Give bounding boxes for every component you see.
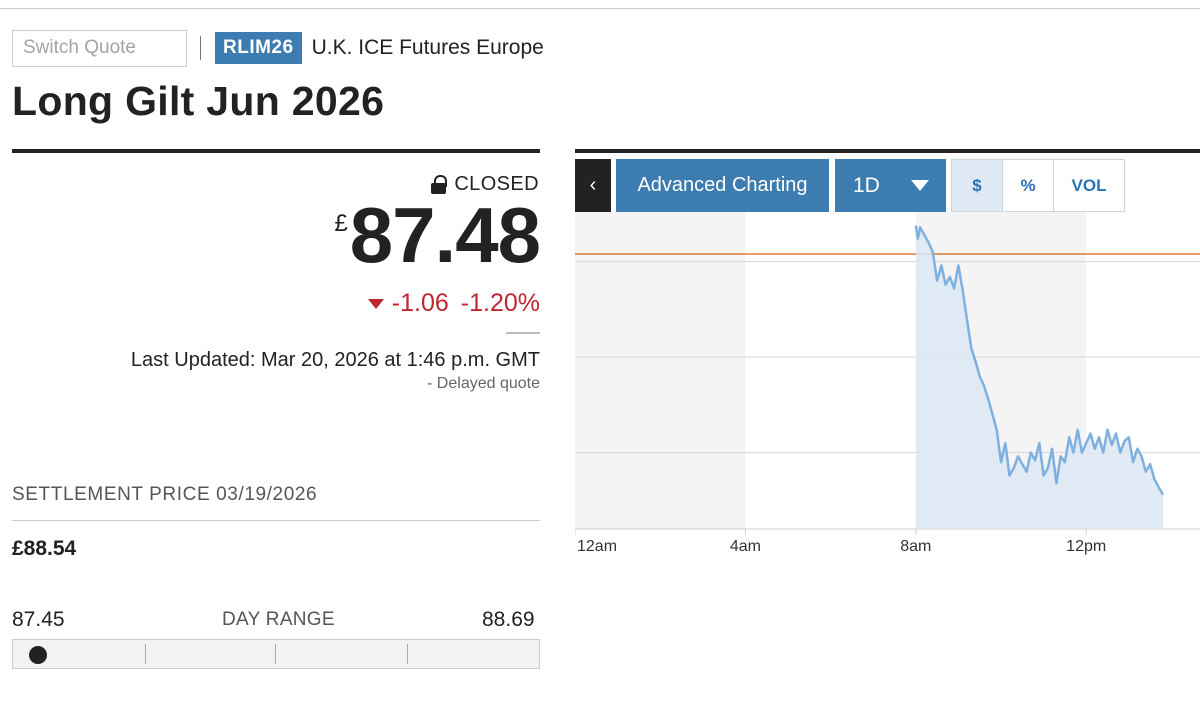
x-tick-label: 12pm [1066,538,1106,555]
quote-section-divider [12,149,540,153]
price-area [915,225,1163,529]
chart-back-button[interactable]: ‹ [575,159,611,212]
advanced-charting-button[interactable]: Advanced Charting [616,159,829,212]
day-range-high: 88.69 [482,608,535,631]
price-line [914,225,1164,496]
page-title: Long Gilt Jun 2026 [12,78,385,124]
chart-section-divider [575,149,1200,153]
x-tick-label: 8am [900,538,931,555]
last-updated: Last Updated: Mar 20, 2026 at 1:46 p.m. … [130,349,540,371]
exchange-name: U.K. ICE Futures Europe [311,36,544,59]
last-price: 87.48 [349,191,541,279]
toggle-volume[interactable]: VOL [1054,160,1124,211]
chevron-down-icon [911,180,929,191]
ticker-badge: RLIM26 [215,32,302,64]
price-change: -1.06 -1.20% [367,289,540,318]
day-range-bar [12,639,540,669]
day-range-marker [28,646,47,664]
price-chart[interactable]: 12am 4am 8am 12pm [575,212,1200,572]
settlement-value: £88.54 [12,537,77,560]
settlement-divider [12,520,540,521]
toggle-percent[interactable]: % [1003,160,1054,211]
quote-bar-separator [200,36,201,60]
change-percent: -1.20% [460,289,540,317]
market-status-label: CLOSED [454,173,539,195]
period-select-label: 1D [853,173,880,197]
lock-icon [431,175,448,194]
day-range-label: DAY RANGE [222,609,335,630]
market-status: CLOSED [431,173,539,196]
currency-symbol: £ [334,210,348,237]
x-tick-label: 4am [730,538,761,555]
down-arrow-icon [367,298,384,309]
time-band [575,212,746,529]
range-tick [275,644,276,664]
price-display: £ 87.48 [334,191,541,279]
top-divider [0,8,1200,9]
x-tick-label: 12am [577,538,617,555]
range-tick [407,644,408,664]
chart-toolbar: ‹ Advanced Charting 1D $ % VOL [575,159,1125,212]
delayed-quote-note: - Delayed quote [427,375,540,392]
change-divider [506,332,540,334]
day-range-low: 87.45 [12,608,65,631]
settlement-label: SETTLEMENT PRICE 03/19/2026 [12,484,318,505]
period-select[interactable]: 1D [835,159,946,212]
switch-quote-input[interactable] [12,29,187,67]
toggle-dollar[interactable]: $ [952,160,1003,211]
range-tick [145,644,146,664]
chart-mode-toggles: $ % VOL [951,159,1125,212]
change-value: -1.06 [391,289,449,317]
quote-bar: RLIM26 U.K. ICE Futures Europe [12,29,544,67]
